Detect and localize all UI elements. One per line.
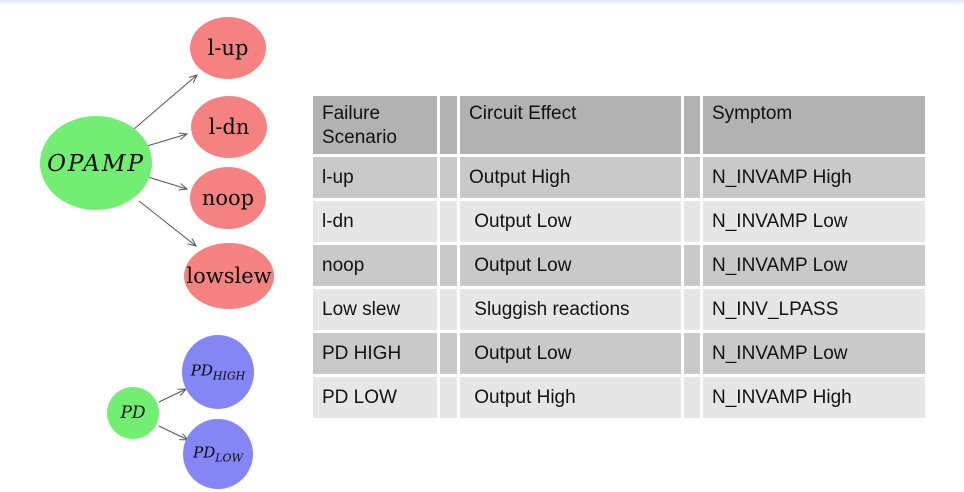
table-spacer [440,377,457,418]
table-spacer [440,201,457,242]
table-cell-effect: Output High [460,377,681,418]
pdlow-base: PD [193,443,216,462]
opamp-node-label: OPAMP [47,151,145,177]
table-cell-failure: PD LOW [313,377,437,418]
table-spacer [684,333,700,374]
table-spacer [684,201,700,242]
table-cell-effect: Output Low [460,245,681,286]
table-cell-effect: Output High [460,157,681,198]
header-spacer-2 [684,96,700,154]
table-cell-symptom: N_INVAMP Low [703,333,925,374]
table-cell-failure: Low slew [313,289,437,330]
table-spacer [440,333,457,374]
pdhigh-node [182,335,254,409]
table-cell-effect: Sluggish reactions [460,289,681,330]
noop-node-label: noop [201,186,255,210]
arrow-opamp-to-lup [133,75,197,130]
lowslew-node [184,243,274,309]
pdhigh-base: PD [190,361,213,380]
table-cell-effect: Output Low [460,333,681,374]
table-cell-symptom: N_INVAMP High [703,377,925,418]
table-spacer [684,377,700,418]
table-cell-failure: l-up [313,157,437,198]
table-spacer [684,157,700,198]
arrow-pd-to-pdhigh [158,389,186,403]
arrow-opamp-to-lowslew [138,200,196,246]
pdhigh-subscript: HIGH [212,369,246,383]
table-cell-symptom: N_INV_LPASS [703,289,925,330]
table-spacer [684,245,700,286]
table-spacer [684,289,700,330]
top-accent-strip [0,0,964,6]
pdhigh-node-label: PDHIGH [191,362,245,383]
lup-node-label: l-up [207,36,249,60]
ldn-node-label: l-dn [208,115,250,139]
pd-node-label: PD [120,403,146,423]
header-cell-symptom: Symptom [703,96,925,154]
table-cell-failure: l-dn [313,201,437,242]
lowslew-node-label: lowslew [186,264,272,288]
lup-node [190,17,266,79]
header-cell-failure-scenario: Failure Scenario [313,96,437,154]
pd-node [107,387,159,439]
fault-diagram [40,17,274,489]
table-cell-symptom: N_INVAMP Low [703,201,925,242]
table-spacer [440,289,457,330]
pdlow-subscript: LOW [215,451,243,465]
table-cell-symptom: N_INVAMP High [703,157,925,198]
table-cell-failure: noop [313,245,437,286]
arrow-opamp-to-ldn [146,134,187,147]
table-spacer [440,157,457,198]
failure-scenario-table: Failure Scenario Circuit Effect Symptom … [313,96,925,418]
opamp-node [40,116,152,210]
pdlow-node-label: PDLOW [193,444,243,465]
pdlow-node [183,419,253,489]
noop-node [190,167,266,229]
table-cell-symptom: N_INVAMP Low [703,245,925,286]
arrow-opamp-to-noop [147,176,187,189]
table-spacer [440,245,457,286]
table-cell-failure: PD HIGH [313,333,437,374]
ldn-node [191,96,267,158]
table-cell-effect: Output Low [460,201,681,242]
arrow-pd-to-pdlow [158,425,188,440]
header-cell-circuit-effect: Circuit Effect [460,96,681,154]
header-spacer-1 [440,96,457,154]
